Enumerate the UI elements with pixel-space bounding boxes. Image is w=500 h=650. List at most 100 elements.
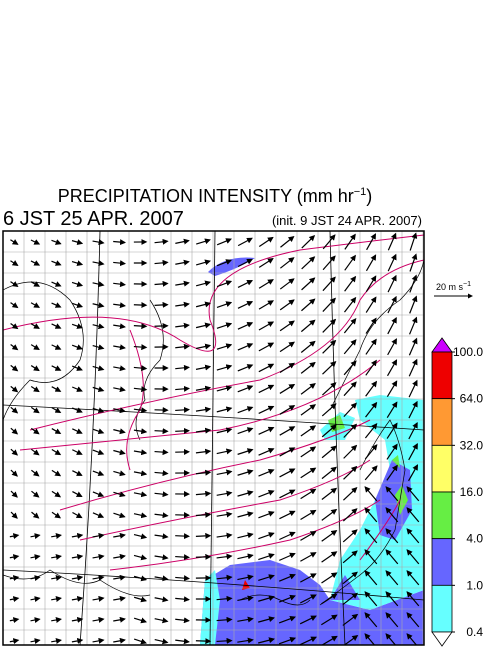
wind-arrow: [71, 532, 84, 539]
wind-arrow: [279, 278, 295, 290]
wind-arrow: [71, 637, 84, 644]
wind-arrow: [175, 533, 190, 540]
wind-arrow: [113, 532, 126, 539]
wind-arrow: [278, 636, 297, 645]
wind-arrow: [237, 280, 254, 288]
wind-arrow: [31, 448, 40, 456]
wind-arrow: [51, 638, 62, 644]
wind-arrow: [133, 323, 148, 330]
wind-arrow: [196, 238, 211, 245]
wind-arrow: [279, 573, 296, 582]
wind-arrow: [258, 384, 275, 394]
colorbar-segment: [431, 398, 453, 446]
wind-arrow: [258, 447, 275, 456]
wind-arrow: [342, 508, 358, 522]
wind-arrow: [51, 448, 62, 456]
wind-arrow: [279, 299, 295, 311]
wind-arrow: [365, 296, 377, 313]
wind-arrow: [322, 339, 337, 354]
wind-arrow: [280, 257, 295, 269]
colorbar-cap-bottom: [431, 631, 453, 647]
wind-arrow: [175, 322, 190, 329]
wind-arrow: [279, 510, 296, 520]
wind-arrow: [409, 232, 418, 251]
wind-arrow: [344, 233, 356, 250]
wind-arrow: [299, 615, 317, 625]
wind-arrow: [113, 637, 126, 644]
wind-arrow: [406, 633, 418, 645]
wind-arrow: [258, 236, 274, 247]
wind-arrow: [237, 448, 254, 455]
wind-arrow: [365, 317, 377, 334]
wind-arrow: [71, 553, 84, 560]
wind-arrow: [366, 233, 376, 251]
wind-arrow: [51, 281, 62, 287]
wind-arrow: [133, 533, 148, 540]
wind-arrow: [216, 490, 233, 497]
wind-arrow: [216, 574, 233, 581]
wind-arrow: [133, 617, 148, 624]
wind-arrow: [51, 365, 62, 371]
wind-arrow: [30, 260, 41, 266]
wind-arrow: [113, 449, 126, 456]
wind-arrow: [10, 406, 19, 414]
wind-arrow: [279, 362, 296, 374]
wind-arrow: [154, 575, 169, 582]
wind-arrow: [387, 274, 397, 293]
wind-arrow: [92, 428, 105, 435]
wind-arrow: [387, 232, 397, 251]
wind-arrow: [195, 511, 212, 518]
wind-arrow: [51, 260, 62, 266]
wind-arrow: [31, 490, 40, 498]
wind-arrow: [258, 595, 275, 602]
wind-arrow: [195, 322, 212, 329]
wind-arrow: [385, 633, 397, 645]
wind-arrow: [300, 467, 317, 479]
wind-arrow: [133, 365, 148, 372]
wind-arrow: [113, 239, 127, 246]
wind-arrow: [237, 322, 254, 330]
wind-arrow: [258, 300, 274, 310]
wind-arrow: [300, 319, 316, 333]
wind-arrow: [175, 301, 190, 308]
wind-arrow: [216, 637, 233, 644]
wind-arrow: [154, 470, 169, 477]
wind-arrow: [385, 507, 399, 523]
wind-arrow: [71, 239, 84, 245]
wind-arrow: [408, 464, 419, 482]
wind-arrow: [364, 633, 376, 645]
wind-arrow: [154, 533, 169, 540]
wind-arrow: [364, 549, 378, 565]
wind-arrow: [321, 508, 338, 521]
wind-arrow: [51, 533, 62, 539]
wind-arrow: [364, 465, 378, 481]
wind-arrow: [342, 529, 358, 543]
wind-arrow: [237, 553, 254, 560]
wind-arrow: [301, 298, 316, 312]
colorbar-label: 32.0: [460, 438, 484, 452]
wind-arrow: [343, 339, 357, 355]
wind-arrow: [279, 468, 296, 478]
wind-arrow: [364, 507, 378, 523]
wind-arrow: [10, 323, 19, 330]
wind-arrow: [133, 344, 148, 351]
wind-arrow: [10, 448, 19, 456]
colorbar-label: 100.0: [453, 345, 483, 359]
wind-arrow: [92, 344, 105, 351]
wind-arrow: [406, 486, 420, 502]
wind-arrow: [10, 260, 19, 266]
wind-arrow: [10, 511, 18, 519]
wind-arrow: [175, 575, 190, 582]
wind-arrow: [195, 343, 212, 350]
wind-arrow: [299, 636, 317, 645]
wind-arrow: [300, 361, 316, 374]
wind-arrow: [92, 532, 105, 539]
wind-arrow: [216, 616, 233, 623]
wind-arrow: [321, 530, 338, 542]
colorbar-segment: [431, 538, 453, 586]
wind-arrow: [364, 591, 378, 607]
wind-arrow: [113, 512, 126, 519]
wind-arrow: [195, 280, 212, 287]
wind-arrow: [10, 343, 19, 351]
wind-arrow: [175, 238, 190, 245]
